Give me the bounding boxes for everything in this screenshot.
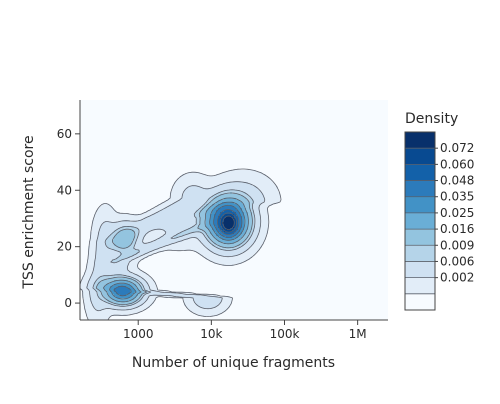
y-tick-label: 0: [64, 296, 72, 310]
contour-line-8: [219, 212, 237, 233]
legend-swatch: [405, 293, 435, 311]
density-band-10: [222, 216, 234, 230]
x-axis-title: Number of unique fragments: [132, 355, 335, 371]
y-axis-title: TSS enrichment score: [21, 135, 37, 289]
legend-swatch: [405, 164, 435, 181]
legend-swatch: [405, 196, 435, 214]
contour-line-2: [92, 189, 256, 307]
legend-swatch: [405, 148, 435, 165]
density-band-4: [96, 192, 252, 304]
contour-line-5: [109, 201, 246, 300]
contour-line-4: [103, 197, 249, 303]
y-tick-label: 40: [57, 183, 72, 197]
legend-label: 0.060: [440, 157, 474, 171]
legend-label: 0.002: [440, 271, 474, 285]
legend-border: [404, 131, 436, 311]
legend-swatches: [404, 131, 436, 311]
x-tick-label: 10k: [200, 327, 222, 341]
legend-label: 0.009: [440, 238, 474, 252]
contour-line-7: [217, 209, 240, 235]
legend-swatch: [405, 261, 435, 278]
y-ticks: 0 20 40 60: [57, 127, 80, 310]
x-ticks: 1000 10k 100k 1M: [123, 320, 367, 341]
y-tick-label: 20: [57, 240, 72, 254]
legend-swatch: [405, 212, 435, 230]
legend-swatch: [405, 180, 435, 198]
density-band-1: [80, 170, 280, 320]
contour-line-9: [222, 215, 235, 230]
x-tick-label: 100k: [270, 327, 300, 341]
legend-swatch: [405, 245, 435, 262]
x-tick-label: 1M: [349, 327, 367, 341]
legend-swatch: [405, 229, 435, 246]
axes: 1000 10k 100k 1M 0 20 40 60: [57, 100, 388, 341]
plot-area: [79, 100, 388, 321]
legend-swatch: [405, 277, 435, 295]
legend-label: 0.016: [440, 222, 474, 236]
legend-swatch: [405, 132, 435, 149]
contour-lines: [79, 168, 282, 321]
legend-label: 0.072: [440, 141, 474, 155]
y-tick-label: 60: [57, 127, 72, 141]
x-tick-label: 1000: [123, 327, 154, 341]
legend-label: 0.006: [440, 254, 474, 268]
legend-label: 0.035: [440, 190, 474, 204]
contour-line-3: [95, 192, 253, 306]
contour-line-1: [86, 181, 266, 312]
legend-label: 0.025: [440, 206, 474, 220]
legend-title: Density: [405, 111, 458, 127]
colorbar-legend: Density 0.0720.0600.0480.0350.0250.0160.…: [404, 111, 474, 311]
legend-labels: 0.072 0.060 0.048 0.035 0.025 0.016 0.009 0.006…: [435, 141, 474, 285]
contour-line-6: [113, 204, 243, 297]
legend-label: 0.048: [440, 174, 474, 188]
